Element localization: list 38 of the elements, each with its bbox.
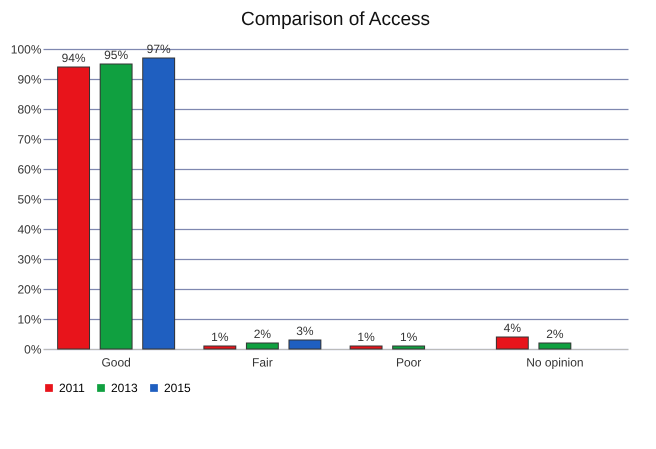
- data-label: 2%: [254, 327, 272, 341]
- data-label: 1%: [211, 330, 229, 344]
- bar: [392, 346, 426, 350]
- x-tick-label: Poor: [396, 356, 422, 370]
- data-label: 1%: [357, 330, 376, 344]
- bar: [246, 342, 279, 350]
- bar: [538, 342, 572, 350]
- y-tick-label: 60%: [17, 162, 42, 176]
- y-tick-label: 0%: [24, 342, 42, 356]
- bar: [57, 66, 90, 350]
- y-tick-label: 10%: [17, 312, 42, 326]
- data-label: 1%: [400, 330, 418, 344]
- data-label: 3%: [296, 324, 314, 338]
- legend-label: 2011: [59, 381, 86, 395]
- bar: [203, 346, 236, 350]
- chart-title: Comparison of Access: [240, 9, 430, 30]
- y-tick-label: 80%: [17, 102, 42, 116]
- bar: [100, 64, 133, 350]
- legend-label: 2013: [111, 381, 138, 395]
- data-label: 4%: [504, 321, 522, 335]
- y-tick-label: 70%: [17, 132, 42, 146]
- data-label: 2%: [546, 327, 564, 341]
- y-tick-label: 20%: [17, 282, 42, 296]
- y-tick-label: 50%: [17, 192, 42, 206]
- bar: [288, 340, 322, 350]
- x-tick-label: Good: [101, 356, 131, 370]
- y-tick-label: 90%: [17, 72, 42, 86]
- legend-label: 2015: [164, 381, 192, 395]
- bar: [142, 58, 176, 350]
- bar: [350, 346, 383, 350]
- y-tick-label: 100%: [10, 42, 42, 56]
- data-label: 94%: [62, 51, 86, 65]
- y-tick-label: 40%: [17, 222, 42, 236]
- x-tick-label: Fair: [252, 356, 273, 370]
- y-tick-label: 30%: [17, 252, 42, 266]
- data-label: 95%: [104, 48, 128, 62]
- bar: [496, 336, 529, 350]
- x-tick-label: No opinion: [526, 356, 584, 370]
